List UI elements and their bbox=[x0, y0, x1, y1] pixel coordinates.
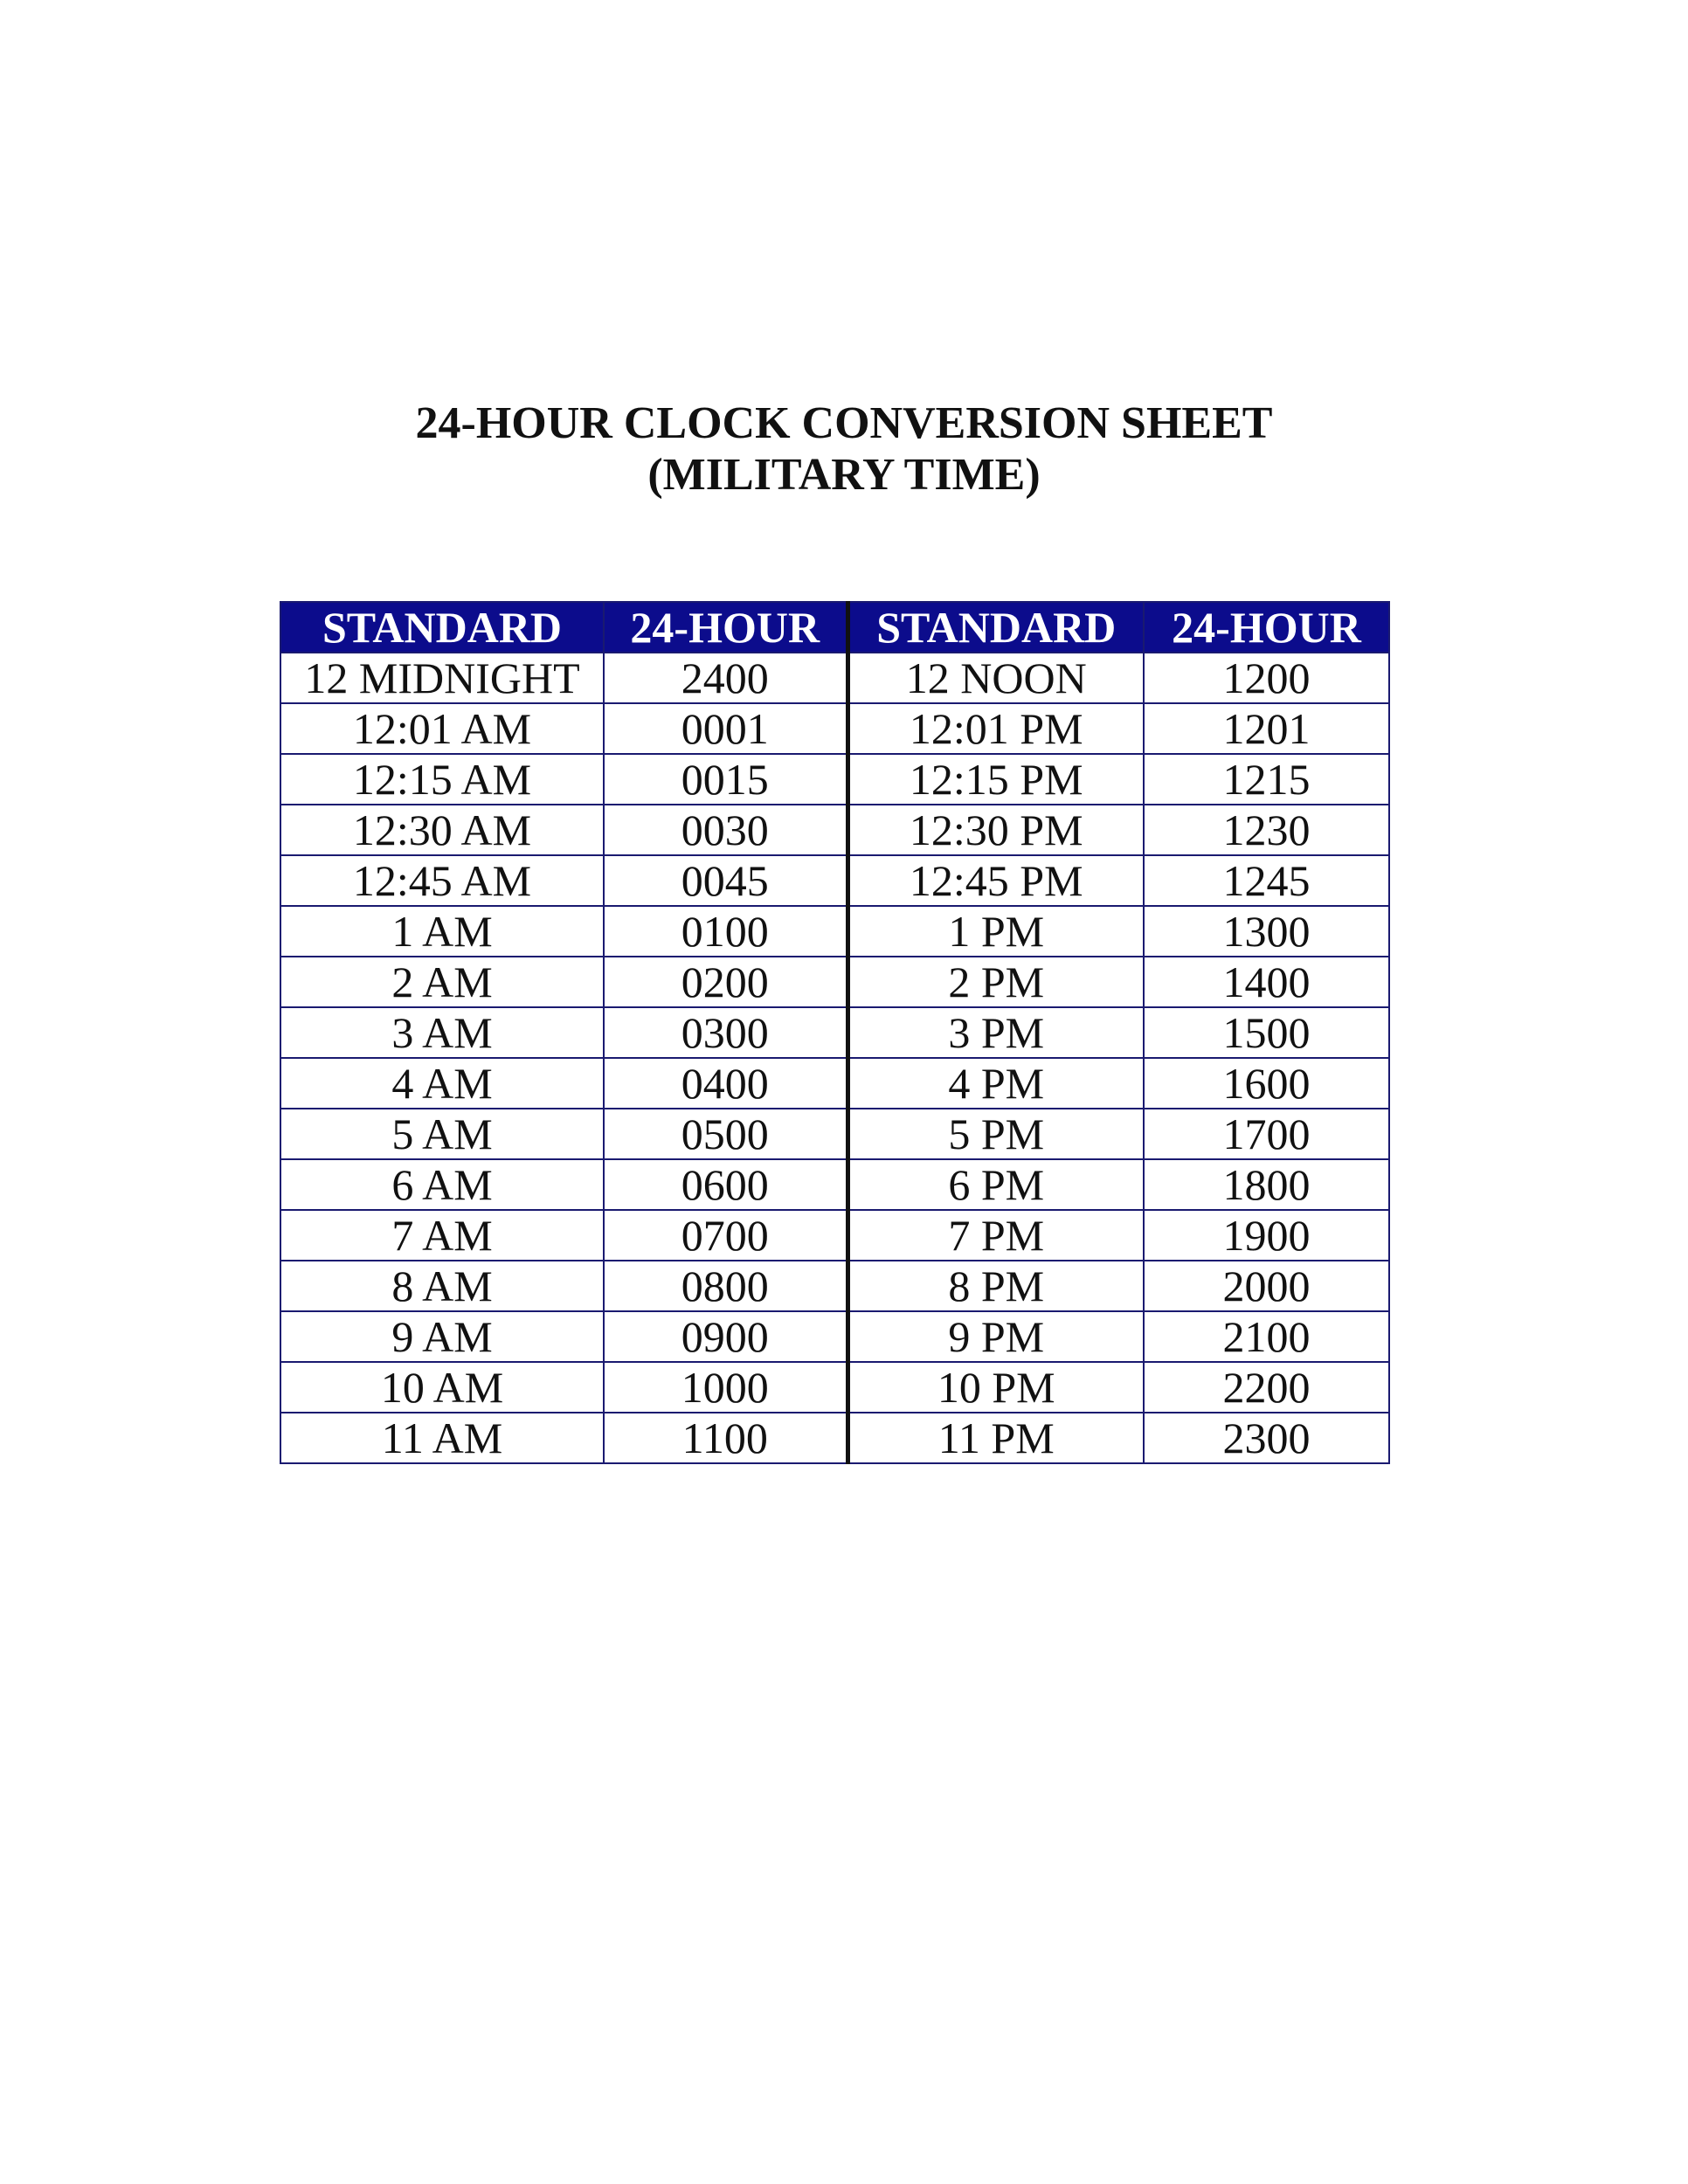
table-row: 10 AM 1000 10 PM 2200 bbox=[280, 1361, 1390, 1413]
table-cell: 2400 bbox=[603, 652, 850, 704]
table-cell: 7 PM bbox=[847, 1209, 1145, 1261]
table-cell: 1200 bbox=[1143, 652, 1390, 704]
table-cell: 1900 bbox=[1143, 1209, 1390, 1261]
table-cell: 0015 bbox=[603, 753, 850, 805]
table-cell: 1600 bbox=[1143, 1057, 1390, 1109]
table-cell: 11 PM bbox=[847, 1412, 1145, 1464]
subtitle: (MILITARY TIME) bbox=[647, 450, 1041, 500]
table-cell: 1 AM bbox=[280, 905, 605, 957]
title: 24-HOUR CLOCK CONVERSION SHEET bbox=[415, 398, 1273, 448]
table-row: 4 AM 0400 4 PM 1600 bbox=[280, 1057, 1390, 1109]
table-cell: 12:30 PM bbox=[847, 804, 1145, 856]
table-cell: 0600 bbox=[603, 1158, 850, 1211]
table-row: 2 AM 0200 2 PM 1400 bbox=[280, 956, 1390, 1008]
table-cell: 1100 bbox=[603, 1412, 850, 1464]
table-cell: 11 AM bbox=[280, 1412, 605, 1464]
table-cell: 6 PM bbox=[847, 1158, 1145, 1211]
table-cell: 12:30 AM bbox=[280, 804, 605, 856]
table-cell: 8 PM bbox=[847, 1260, 1145, 1312]
table-cell: 12:45 PM bbox=[847, 854, 1145, 907]
table-cell: 0900 bbox=[603, 1310, 850, 1363]
table-cell: 5 PM bbox=[847, 1108, 1145, 1160]
table-cell: 0045 bbox=[603, 854, 850, 907]
table-cell: 1700 bbox=[1143, 1108, 1390, 1160]
table-cell: 12:01 PM bbox=[847, 702, 1145, 755]
table-cell: 1201 bbox=[1143, 702, 1390, 755]
table-row: 7 AM 0700 7 PM 1900 bbox=[280, 1209, 1390, 1261]
table-cell: 7 AM bbox=[280, 1209, 605, 1261]
table-cell: 4 AM bbox=[280, 1057, 605, 1109]
table-row: 12:01 AM 0001 12:01 PM 1201 bbox=[280, 702, 1390, 755]
table-row: 5 AM 0500 5 PM 1700 bbox=[280, 1108, 1390, 1160]
table-cell: 10 AM bbox=[280, 1361, 605, 1413]
table-cell: 2200 bbox=[1143, 1361, 1390, 1413]
table-cell: 1500 bbox=[1143, 1006, 1390, 1059]
table-cell: 1 PM bbox=[847, 905, 1145, 957]
table-row: 12:45 AM 0045 12:45 PM 1245 bbox=[280, 854, 1390, 907]
table-cell: 0800 bbox=[603, 1260, 850, 1312]
table-cell: 12:45 AM bbox=[280, 854, 605, 907]
table-row: 3 AM 0300 3 PM 1500 bbox=[280, 1006, 1390, 1059]
table-cell: 5 AM bbox=[280, 1108, 605, 1160]
table-cell: 1400 bbox=[1143, 956, 1390, 1008]
table-cell: 9 PM bbox=[847, 1310, 1145, 1363]
table-cell: 2300 bbox=[1143, 1412, 1390, 1464]
table-row: 11 AM 1100 11 PM 2300 bbox=[280, 1412, 1390, 1464]
column-header: 24-HOUR bbox=[1143, 601, 1390, 653]
table-cell: 8 AM bbox=[280, 1260, 605, 1312]
table-cell: 2100 bbox=[1143, 1310, 1390, 1363]
table-row: 6 AM 0600 6 PM 1800 bbox=[280, 1158, 1390, 1211]
table-cell: 3 AM bbox=[280, 1006, 605, 1059]
table-cell: 0200 bbox=[603, 956, 850, 1008]
table-cell: 2 PM bbox=[847, 956, 1145, 1008]
conversion-table: STANDARD 24-HOUR STANDARD 24-HOUR 12 MIDNIG… bbox=[280, 601, 1390, 1464]
table-cell: 12:15 PM bbox=[847, 753, 1145, 805]
table-cell: 12:15 AM bbox=[280, 753, 605, 805]
table-cell: 0001 bbox=[603, 702, 850, 755]
column-header: STANDARD bbox=[280, 601, 605, 653]
table-row: 1 AM 0100 1 PM 1300 bbox=[280, 905, 1390, 957]
table-cell: 1245 bbox=[1143, 854, 1390, 907]
table-cell: 0030 bbox=[603, 804, 850, 856]
table-cell: 0300 bbox=[603, 1006, 850, 1059]
table-cell: 3 PM bbox=[847, 1006, 1145, 1059]
table-row: 8 AM 0800 8 PM 2000 bbox=[280, 1260, 1390, 1312]
table-cell: 6 AM bbox=[280, 1158, 605, 1211]
table-cell: 1300 bbox=[1143, 905, 1390, 957]
table-cell: 1000 bbox=[603, 1361, 850, 1413]
column-header: 24-HOUR bbox=[603, 601, 850, 653]
table-cell: 12 NOON bbox=[847, 652, 1145, 704]
column-header: STANDARD bbox=[847, 601, 1145, 653]
table-cell: 12:01 AM bbox=[280, 702, 605, 755]
table-cell: 4 PM bbox=[847, 1057, 1145, 1109]
table-row: 9 AM 0900 9 PM 2100 bbox=[280, 1310, 1390, 1363]
table-cell: 12 MIDNIGHT bbox=[280, 652, 605, 704]
table-cell: 2000 bbox=[1143, 1260, 1390, 1312]
header-row: STANDARD 24-HOUR STANDARD 24-HOUR bbox=[280, 601, 1390, 653]
table-row: 12:30 AM 0030 12:30 PM 1230 bbox=[280, 804, 1390, 856]
table-cell: 1800 bbox=[1143, 1158, 1390, 1211]
table-cell: 0100 bbox=[603, 905, 850, 957]
table-cell: 9 AM bbox=[280, 1310, 605, 1363]
table-cell: 10 PM bbox=[847, 1361, 1145, 1413]
table-row: 12 MIDNIGHT 2400 12 NOON 1200 bbox=[280, 652, 1390, 704]
table-cell: 1215 bbox=[1143, 753, 1390, 805]
table-cell: 2 AM bbox=[280, 956, 605, 1008]
table-cell: 0500 bbox=[603, 1108, 850, 1160]
table-cell: 0700 bbox=[603, 1209, 850, 1261]
table-row: 12:15 AM 0015 12:15 PM 1215 bbox=[280, 753, 1390, 805]
table-cell: 1230 bbox=[1143, 804, 1390, 856]
table-cell: 0400 bbox=[603, 1057, 850, 1109]
